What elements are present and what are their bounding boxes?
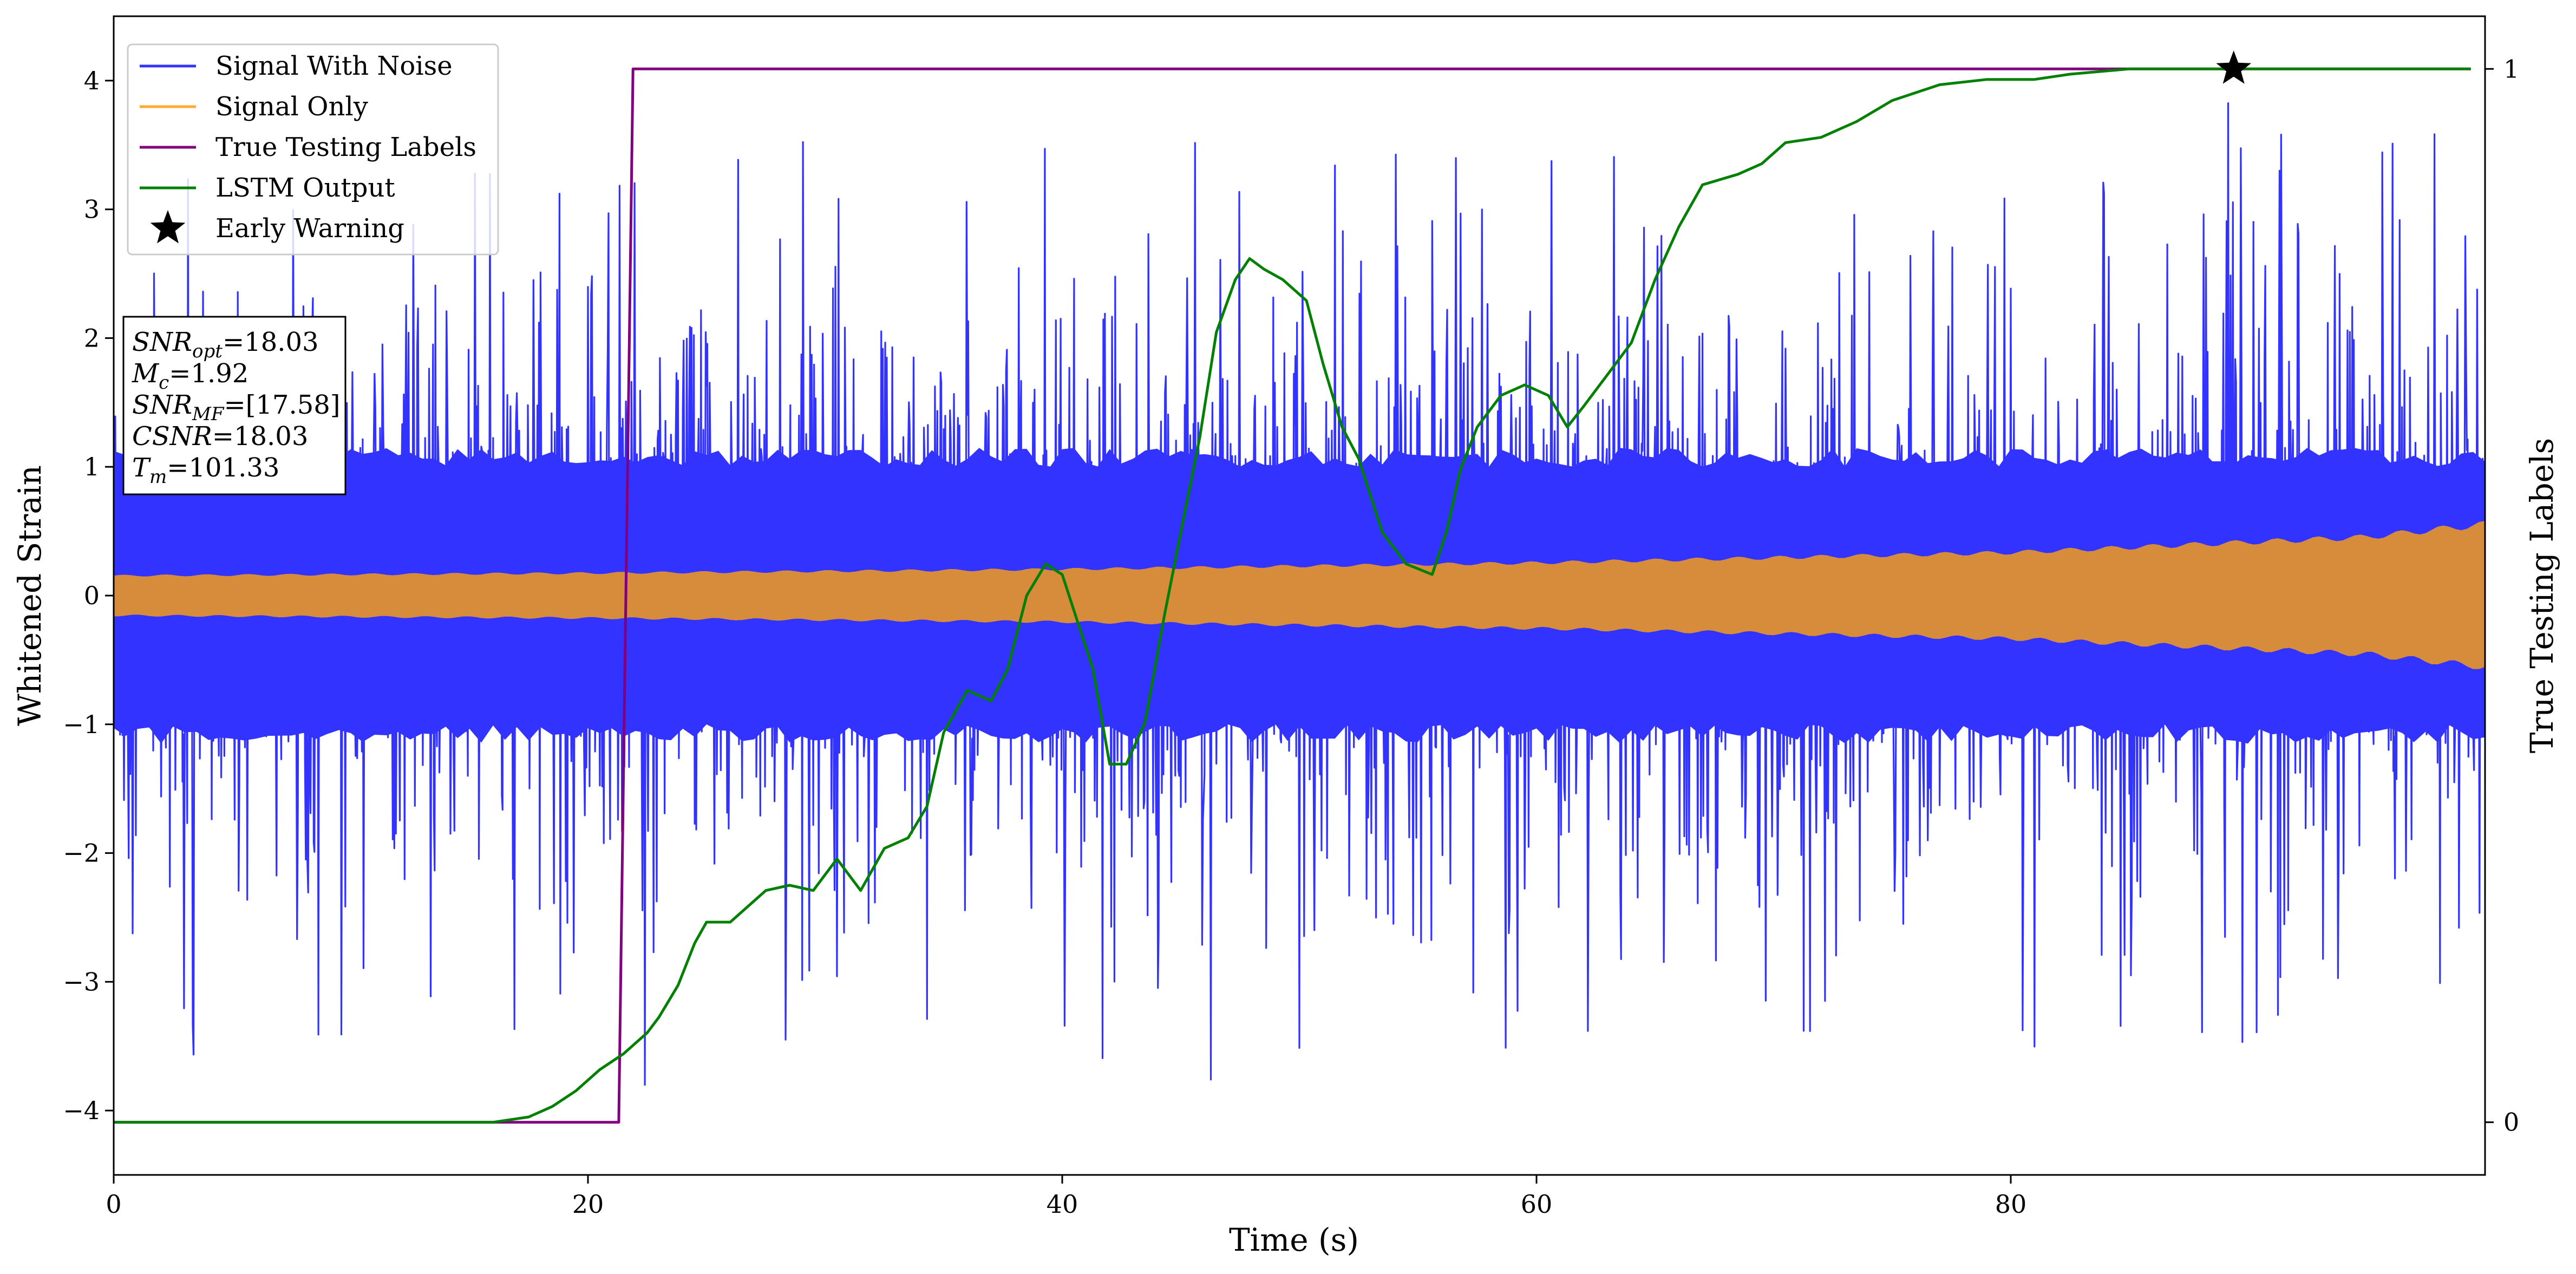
y2-axis-label: True Testing Labels xyxy=(2523,438,2560,753)
y-tick-label: 4 xyxy=(84,66,100,95)
legend-star-icon xyxy=(150,210,186,244)
series-layer xyxy=(114,50,2485,1124)
series-lstm-output xyxy=(114,67,2471,1124)
info-box-line: Mc=1.92 xyxy=(132,358,249,394)
y-tick-label: 1 xyxy=(84,452,100,481)
series-signal-only xyxy=(114,520,2485,669)
legend-label: LSTM Output xyxy=(215,173,395,203)
y-tick-label: −1 xyxy=(63,710,100,739)
info-box-line: SNRopt=18.03 xyxy=(132,327,319,362)
info-box-line: SNRMF=[17.58] xyxy=(132,390,341,425)
legend: Signal With Noise Signal Only True Testing… xyxy=(127,43,499,256)
legend-frame xyxy=(127,43,499,256)
y-tick-label: −4 xyxy=(63,1096,100,1125)
x-tick-label: 60 xyxy=(1521,1190,1553,1219)
legend-label: Early Warning xyxy=(215,213,404,244)
x-tick-label: 40 xyxy=(1047,1190,1078,1219)
x-axis-label: Time (s) xyxy=(1229,1221,1359,1258)
legend-label: Signal With Noise xyxy=(215,51,453,81)
y2-tick-label: 0 xyxy=(2503,1108,2519,1137)
y2-tick-label: 1 xyxy=(2503,54,2519,83)
x-tick-label: 20 xyxy=(572,1190,604,1219)
early-warning-marker xyxy=(2216,50,2252,84)
legend-label: True Testing Labels xyxy=(215,132,476,162)
y-tick-label: 2 xyxy=(84,323,100,352)
x-tick-label: 0 xyxy=(106,1190,121,1219)
info-box-line: CSNR=18.03 xyxy=(132,421,308,452)
legend-label: Signal Only xyxy=(215,92,368,122)
y-tick-label: −2 xyxy=(63,839,100,868)
y-tick-label: −3 xyxy=(63,967,100,996)
y-tick-label: 3 xyxy=(84,195,100,224)
info-box: SNRopt=18.03Mc=1.92SNRMF=[17.58]CSNR=18.… xyxy=(122,316,346,495)
y-tick-label: 0 xyxy=(84,581,100,610)
y-axis-label: Whitened Strain xyxy=(11,465,48,726)
x-tick-label: 80 xyxy=(1995,1190,2027,1219)
info-box-line: Tm=101.33 xyxy=(132,453,279,488)
info-box-frame xyxy=(122,316,346,495)
